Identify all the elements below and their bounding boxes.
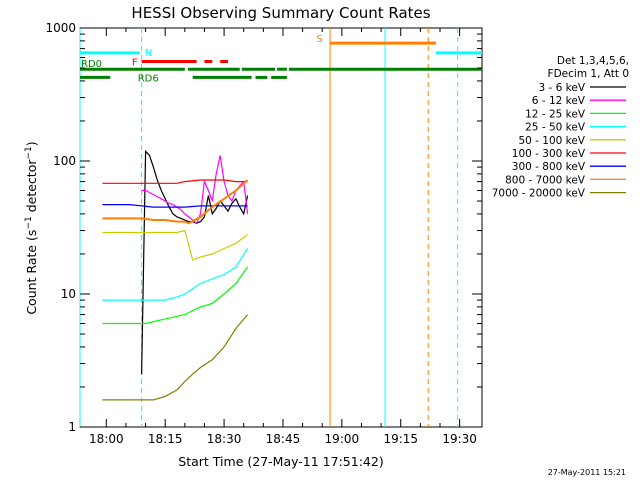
legend-header-line-1: Det 1,3,4,5,6, [557,55,629,67]
x-tick-label-6: 19:30 [442,432,477,446]
y-tick-label-3: 1000 [45,21,76,35]
legend-label-2: 12 - 25 keV [525,108,586,120]
series-line-5 [102,179,248,184]
series-line-1 [141,155,249,225]
flag-label-3: RD0 [81,59,102,70]
series-line-0 [141,149,249,375]
y-axis-label: Count Rate (s−1 detector−1) [24,141,39,314]
chart-title: HESSI Observing Summary Count Rates [131,4,430,22]
series-line-8 [102,314,249,401]
legend-label-8: 7000 - 20000 keV [492,188,586,200]
y-tick-label-2: 100 [53,154,76,168]
timestamp-stamp: 27-May-2011 15:21 [548,468,626,477]
flag-label-0: N [145,48,152,59]
series-line-6 [102,204,248,208]
legend-label-5: 100 - 300 keV [512,148,586,160]
x-tick-label-1: 18:15 [148,432,183,446]
series-line-4 [102,229,248,261]
x-tick-label-3: 18:45 [266,432,301,446]
series-layer [102,149,249,401]
flag-label-4: RD6 [138,73,159,84]
x-tick-label-5: 19:15 [383,432,418,446]
plot-frame [79,27,483,428]
x-tick-label-0: 18:00 [89,432,124,446]
legend-label-4: 50 - 100 keV [518,135,585,147]
y-tick-label-0: 1 [68,420,76,434]
legend-label-1: 6 - 12 keV [532,95,586,107]
legend-label-6: 300 - 800 keV [512,161,586,173]
flag-bars: NF S RD0 RD6 [80,34,482,84]
legend-label-0: 3 - 6 keV [538,82,585,94]
series-line-2 [102,266,249,325]
axis-ticks: 18:00 18:15 18:30 18:45 19:00 19:15 19:30 1 10 10… [45,21,482,446]
y-tick-label-1: 10 [61,287,76,301]
series-line-3 [102,248,249,301]
flag-label-2: S [316,34,322,45]
x-tick-label-2: 18:30 [207,432,242,446]
flag-label-1: F [132,57,138,68]
legend-header-line-2: FDecim 1, Att 0 [548,68,629,80]
legend: Det 1,3,4,5,6, FDecim 1, Att 0 3 - 6 keV… [492,55,629,200]
vertical-markers [79,28,459,427]
x-tick-label-4: 19:00 [325,432,360,446]
x-axis-label: Start Time (27-May-11 17:51:42) [178,454,383,469]
legend-label-3: 25 - 50 keV [525,122,586,134]
legend-label-7: 800 - 7000 keV [505,174,586,186]
series-line-7 [102,179,249,225]
